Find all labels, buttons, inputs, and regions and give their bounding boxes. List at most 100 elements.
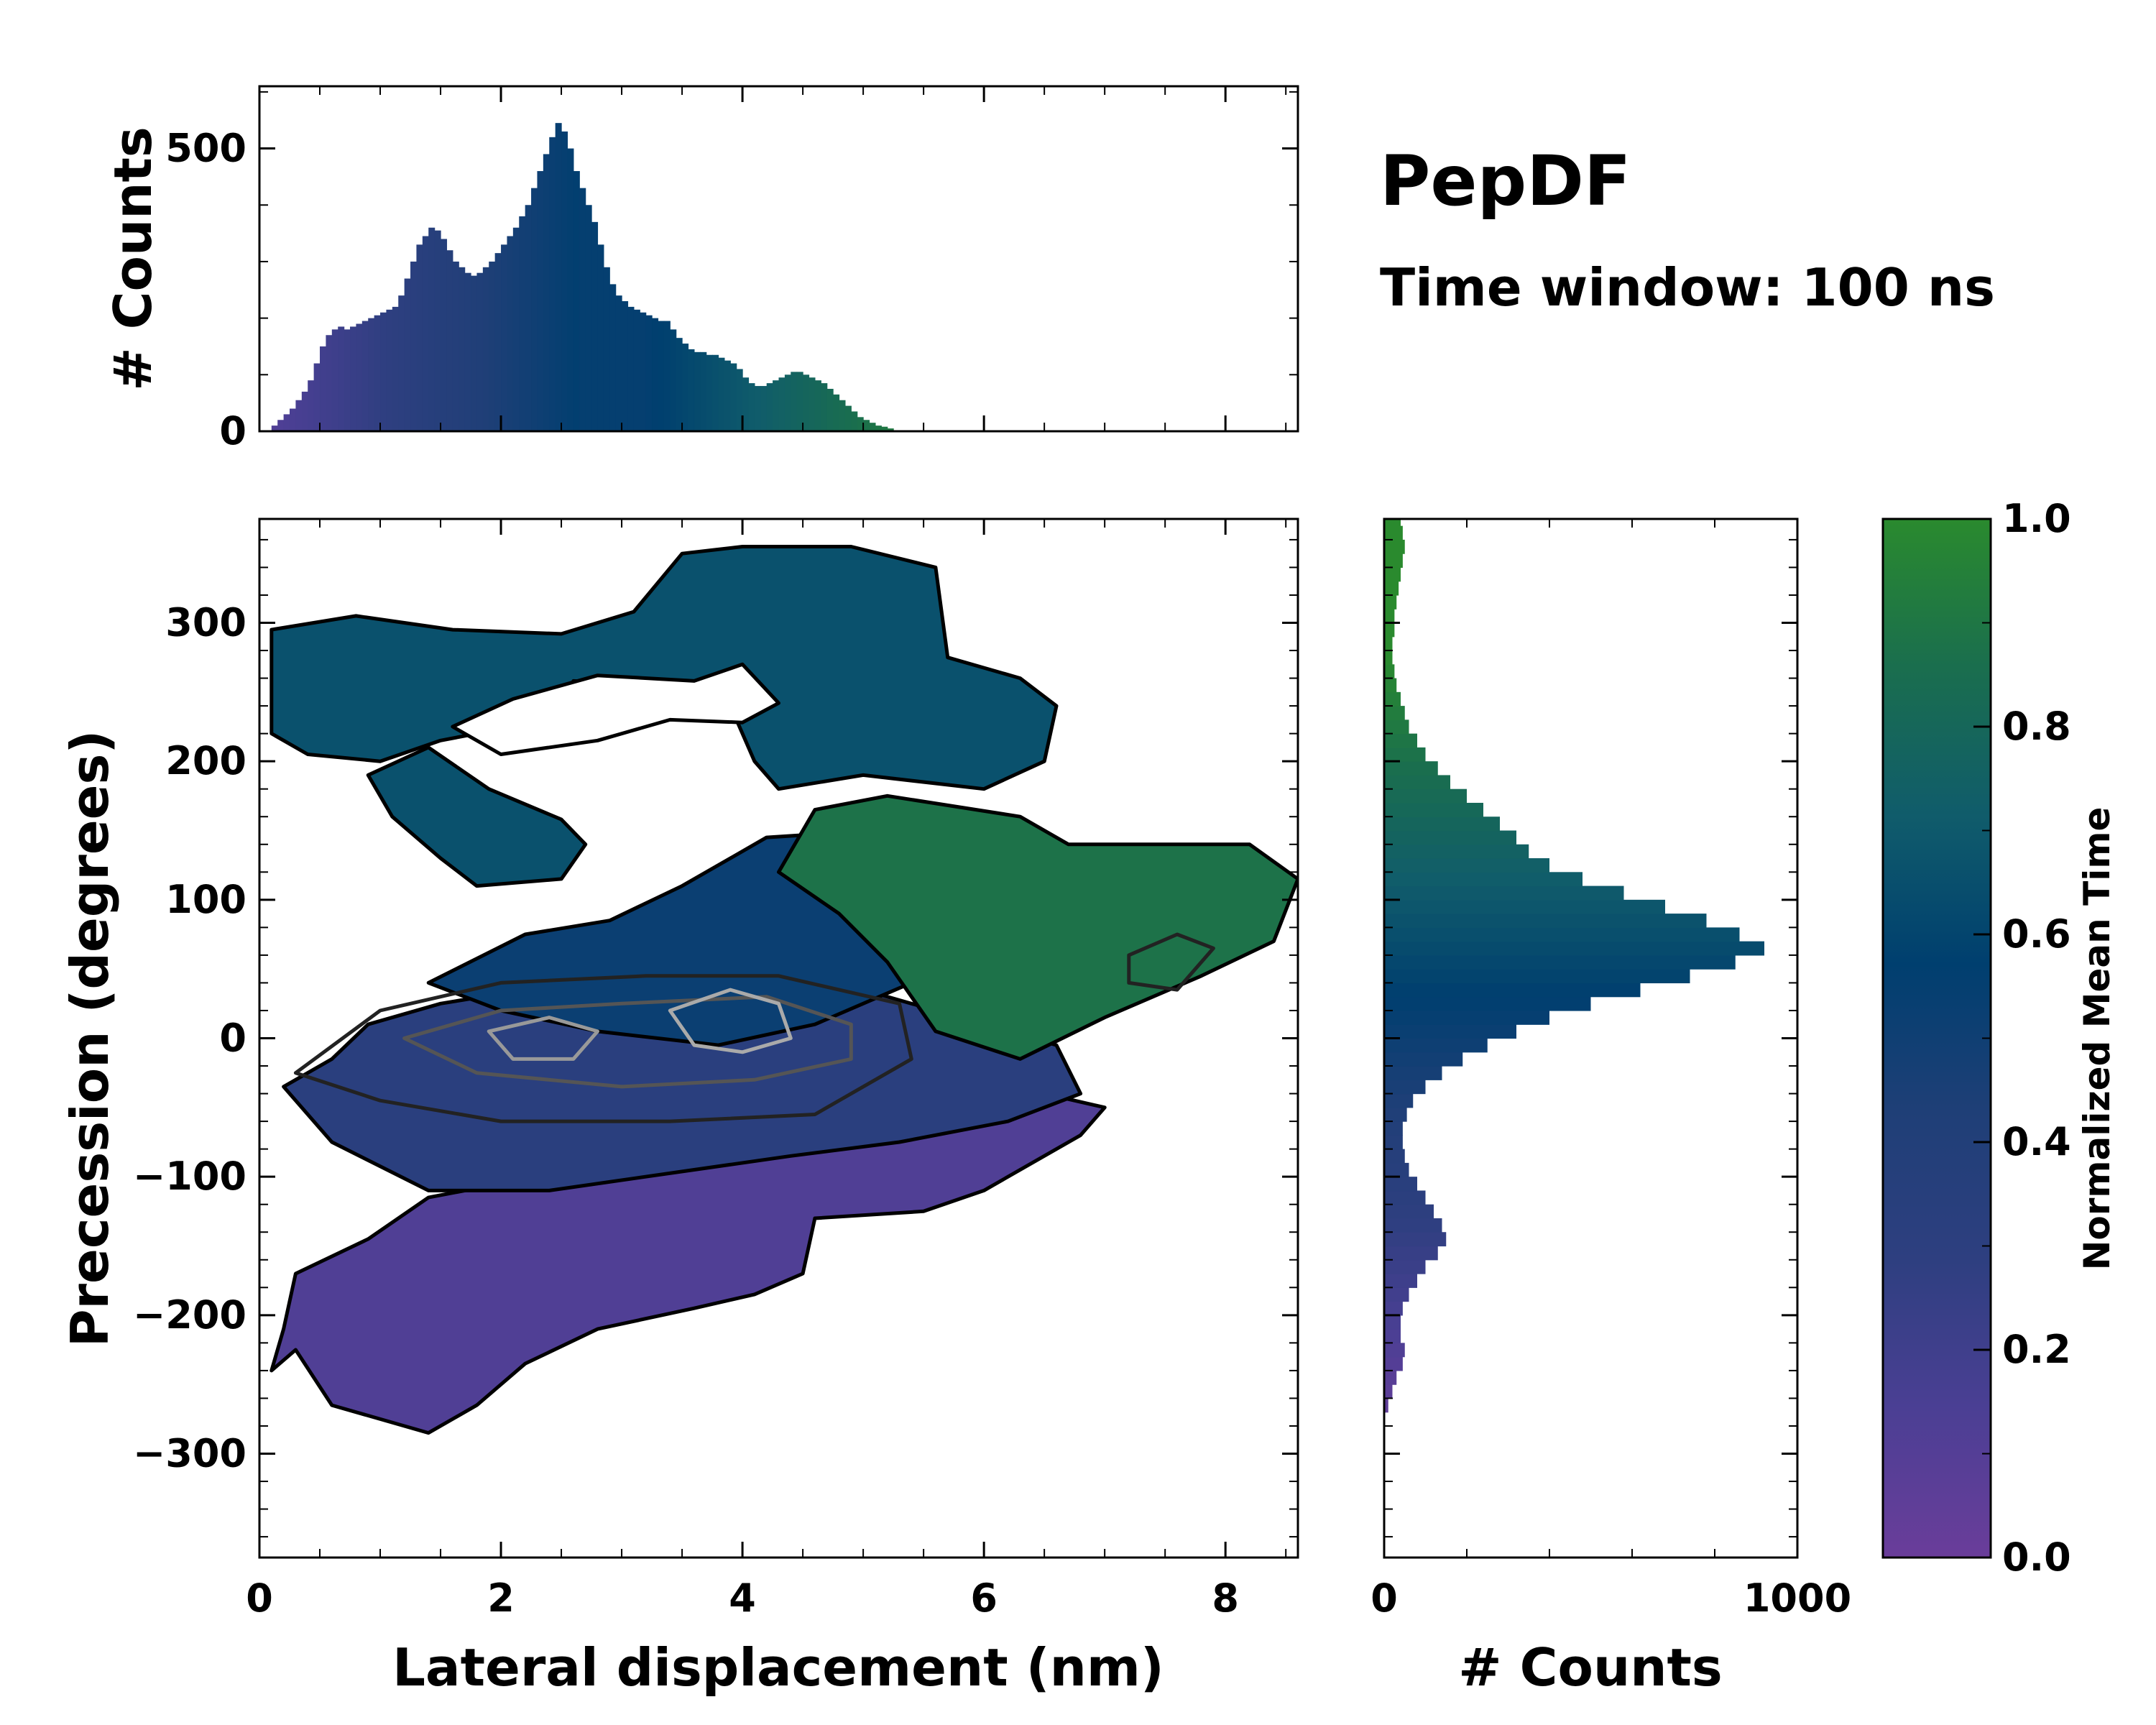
right-histogram-bar — [1384, 1162, 1409, 1177]
right-histogram-bar — [1384, 519, 1401, 527]
top-histogram-ticks: 0 500 — [165, 86, 1298, 454]
colorbar-tick-label: 0.4 — [2002, 1119, 2071, 1164]
top-histogram-bar — [494, 253, 502, 431]
top-histogram: 0 500 # Counts — [103, 85, 1299, 454]
right-histogram-bar — [1384, 1135, 1403, 1150]
top-histogram-bar — [700, 351, 707, 431]
figure-subtitle: Time window: 100 ns — [1380, 257, 1995, 318]
top-histogram-bar — [754, 386, 761, 431]
main-xtick-label: 8 — [1212, 1576, 1239, 1621]
colorbar-tick-label: 1.0 — [2002, 496, 2071, 541]
top-histogram-bar — [482, 267, 489, 431]
top-histogram-bar — [869, 423, 876, 431]
top-histogram-bar — [658, 321, 665, 431]
right-histogram-bar — [1384, 788, 1467, 804]
top-histogram-bar — [380, 312, 387, 431]
right-histogram-bar — [1384, 318, 1389, 333]
right-histogram-bar — [1384, 1259, 1426, 1274]
right-histogram-bar — [1384, 1329, 1401, 1343]
right-histogram-bar — [1384, 539, 1405, 554]
right-histogram-bar — [1384, 1080, 1426, 1095]
top-histogram-bar — [452, 261, 459, 431]
top-histogram-bar — [567, 148, 574, 431]
top-histogram-bar — [561, 131, 568, 431]
top-histogram-bar — [844, 405, 852, 431]
top-histogram-bar — [519, 216, 526, 431]
right-histogram-bar — [1384, 969, 1690, 984]
right-histogram-bar — [1384, 567, 1401, 582]
main-ytick-label: −100 — [133, 1154, 247, 1199]
top-histogram-bar — [295, 400, 303, 431]
top-histogram-bar — [826, 388, 834, 431]
right-histogram-bar — [1384, 927, 1740, 942]
figure-title: PepDF — [1380, 141, 1631, 221]
top-histogram-frame — [258, 85, 1299, 433]
right-histogram-bar — [1384, 914, 1707, 928]
right-histogram-bar — [1384, 678, 1397, 693]
right-histogram-bar — [1384, 1190, 1426, 1205]
right-histogram-bar — [1384, 1370, 1397, 1385]
right-histogram-bar — [1384, 401, 1407, 415]
right-histogram-bar — [1384, 1246, 1438, 1261]
top-histogram-bar — [766, 383, 773, 431]
top-histogram-bar — [585, 205, 592, 431]
contour-outer — [293, 974, 913, 1123]
right-histogram-ticks: 0 1000 — [1370, 519, 1851, 1621]
top-histogram-bar — [748, 383, 755, 431]
top-histogram-bar — [694, 351, 701, 431]
main-ytick-label: 300 — [165, 600, 247, 645]
top-histogram-bar — [622, 301, 629, 431]
top-histogram-bar — [851, 411, 858, 431]
top-histogram-bar — [356, 323, 363, 431]
right-histogram-bar — [1384, 456, 1399, 471]
right-histogram: 0 1000 # Counts — [1370, 318, 1851, 1698]
top-histogram-bar — [331, 329, 338, 431]
main-xtick-label: 0 — [246, 1576, 273, 1621]
right-histogram-bar — [1384, 332, 1393, 346]
top-histogram-bar — [676, 338, 683, 431]
right-histogram-bar — [1384, 553, 1403, 569]
colorbar-tick-label: 0.2 — [2002, 1327, 2071, 1372]
top-histogram-bar — [392, 306, 399, 431]
top-histogram-bar — [489, 261, 496, 431]
right-histogram-bar — [1384, 706, 1405, 720]
top-histogram-bar — [459, 267, 466, 431]
top-histogram-bar — [398, 295, 405, 431]
top-histogram-bar — [512, 227, 520, 431]
right-histogram-bar — [1384, 1315, 1401, 1330]
top-histogram-bar — [863, 420, 870, 431]
top-histogram-bar — [814, 380, 821, 431]
top-histogram-bar — [283, 414, 290, 431]
right-histogram-bar — [1384, 872, 1583, 887]
top-histogram-bar — [615, 295, 622, 431]
right-xtick-label: 1000 — [1743, 1576, 1851, 1621]
top-histogram-bar — [857, 417, 864, 431]
top-histogram-bar — [416, 244, 423, 431]
right-histogram-bar — [1384, 429, 1403, 443]
top-histogram-bar — [344, 329, 351, 431]
contour-inner-left — [487, 1016, 599, 1061]
top-histogram-bar — [875, 426, 882, 431]
top-histogram-bar — [537, 171, 544, 431]
colorbar-gradient — [1881, 518, 1992, 1559]
top-histogram-bar — [507, 236, 514, 431]
main-xtick-label: 2 — [487, 1576, 515, 1621]
right-histogram-bar — [1384, 1301, 1403, 1316]
top-histogram-bar — [464, 272, 471, 431]
top-histogram-bar — [326, 335, 333, 431]
main-xlabel: Lateral displacement (nm) — [392, 1637, 1164, 1698]
top-histogram-bar — [446, 250, 453, 431]
right-histogram-bar — [1384, 1024, 1516, 1039]
main-ytick-label: 0 — [219, 1016, 247, 1061]
right-histogram-bar — [1384, 1107, 1407, 1122]
top-histogram-bar — [627, 306, 635, 431]
right-histogram-bar — [1384, 802, 1483, 817]
top-histogram-bar — [271, 426, 278, 431]
top-histogram-bar — [839, 400, 846, 431]
top-histogram-bar — [688, 349, 695, 431]
right-histogram-bar — [1384, 816, 1500, 832]
contour-inner-right — [668, 988, 793, 1054]
right-histogram-bar — [1384, 983, 1641, 998]
top-histogram-bar — [476, 272, 484, 431]
